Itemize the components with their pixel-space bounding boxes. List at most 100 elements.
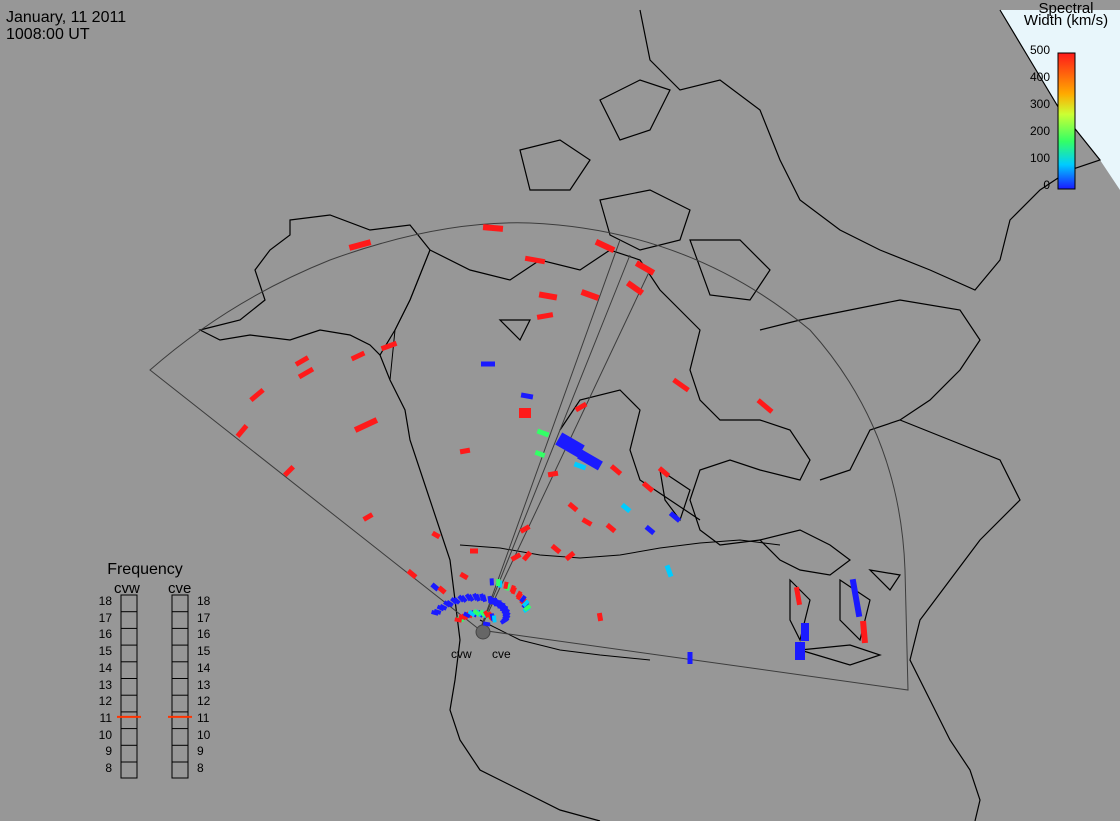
echo-cell: [380, 340, 398, 352]
echo-cell: [555, 432, 585, 458]
radar-site: [475, 624, 491, 640]
echo-cell: [644, 524, 656, 536]
echo-cell: [521, 550, 533, 562]
echo-cell: [503, 581, 509, 590]
echo-layer: [235, 224, 868, 664]
colorbar-tick: 200: [1029, 124, 1050, 138]
frequency-tick: 8: [105, 761, 112, 775]
frequency-tick: 18: [98, 594, 112, 608]
echo-cell: [609, 464, 623, 476]
echo-cell: [457, 594, 466, 603]
echo-cell: [573, 461, 587, 471]
frequency-tick: 11: [197, 710, 210, 725]
echo-cell: [801, 623, 809, 641]
echo-cell: [481, 361, 495, 367]
echo-cell: [672, 377, 690, 393]
echo-cell: [860, 620, 868, 644]
colorbar-title-line2: Width (km/s): [1023, 12, 1109, 29]
echo-cell: [515, 590, 523, 599]
echo-cell: [353, 417, 379, 433]
echo-cell: [519, 594, 527, 603]
frequency-tick: 8: [197, 761, 204, 775]
echo-cell: [482, 621, 491, 627]
frequency-radar-cvw: cvw: [114, 580, 140, 597]
colorbar-tick: 300: [1029, 97, 1050, 111]
echo-cell: [596, 612, 604, 622]
echo-cell: [574, 401, 588, 413]
frequency-tick: 11: [99, 710, 112, 725]
frequency-box: [120, 594, 138, 779]
echo-cell: [282, 464, 296, 478]
frequency-tick: 14: [98, 660, 112, 675]
echo-cell: [687, 652, 693, 664]
frequency-boxes: [117, 594, 192, 779]
colorbar-tick: 400: [1029, 70, 1050, 84]
echo-cell: [756, 398, 774, 414]
echo-cell: [620, 502, 632, 514]
echo-cell: [581, 517, 593, 527]
echo-cell: [657, 466, 671, 478]
echo-cell: [491, 615, 497, 623]
echo-cell: [605, 522, 617, 534]
echo-cell: [437, 585, 447, 595]
echo-cell: [664, 564, 674, 578]
echo-cell: [436, 604, 445, 612]
echo-cell: [577, 449, 603, 471]
echo-cell: [538, 291, 558, 301]
echo-cell: [795, 642, 805, 660]
echo-cell: [523, 604, 532, 612]
echo-cell: [534, 449, 546, 459]
frequency-tick: 12: [197, 694, 211, 709]
echo-cell: [501, 605, 509, 614]
frequency-tick: 16: [98, 627, 112, 642]
echo-cell: [496, 599, 502, 608]
echo-cell: [489, 578, 494, 586]
frequency-tick: 13: [98, 677, 112, 692]
echo-cell: [249, 387, 265, 403]
frequency-tick: 15: [197, 644, 211, 659]
echo-cell: [625, 280, 645, 296]
echo-cell: [459, 447, 471, 455]
frequency-tick: 10: [197, 727, 211, 742]
radar-fov: [149, 222, 909, 691]
echo-cell: [519, 524, 531, 534]
echo-cell: [521, 599, 530, 608]
echo-cell: [509, 584, 516, 593]
frequency-tick: 9: [197, 744, 204, 759]
echo-cell: [502, 608, 510, 617]
echo-cell: [431, 530, 441, 540]
echo-cell: [430, 582, 440, 592]
echo-cell: [594, 239, 616, 253]
echo-cell: [482, 224, 504, 232]
echo-cell: [493, 597, 497, 605]
echo-cell: [479, 593, 486, 602]
echo-cell: [472, 608, 481, 617]
frequency-tick: 16: [197, 627, 211, 642]
echo-cell: [464, 593, 473, 602]
colorbar-tick: 500: [1029, 43, 1050, 57]
echo-cell: [454, 617, 463, 623]
frequency-title: Frequency: [107, 561, 183, 578]
echo-cell: [550, 543, 562, 555]
echo-cell: [641, 481, 655, 493]
echo-cell: [297, 366, 315, 380]
echo-cell: [406, 568, 418, 580]
echo-cell: [443, 600, 452, 608]
colorbar-title-line1: Spectral: [1038, 0, 1094, 17]
echo-cell: [668, 511, 682, 523]
echo-cell: [470, 548, 478, 554]
echo-cell: [495, 578, 501, 587]
echo-cell: [467, 609, 476, 618]
echo-cell: [634, 260, 656, 276]
echo-cell: [564, 550, 576, 562]
colorbar-tick: 0: [1043, 178, 1050, 192]
echo-cell: [472, 592, 479, 601]
frequency-box: [171, 594, 189, 779]
frequency-tick: 18: [197, 594, 211, 608]
echo-cell: [458, 614, 467, 621]
frequency-tick: 14: [197, 660, 211, 675]
echo-cell: [235, 424, 249, 438]
frequency-tick: 12: [98, 694, 112, 709]
